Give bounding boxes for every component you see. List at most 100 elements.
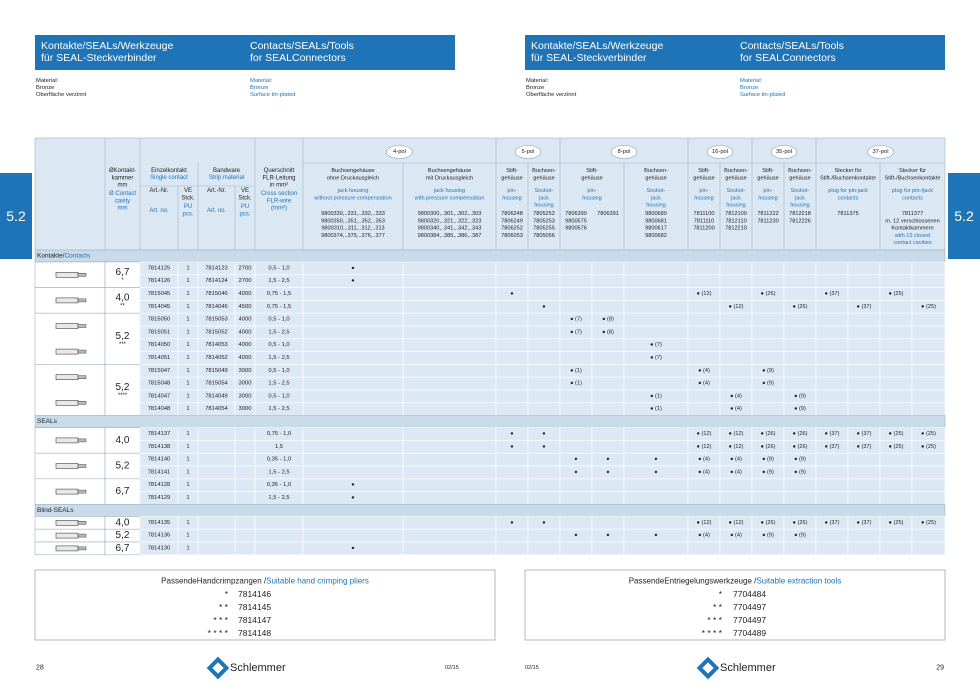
cell-text: 7814051 [148,355,171,361]
material: Material: [36,78,59,84]
cell [879,465,913,480]
cell [783,491,817,505]
cell-text: 7815047 [148,368,171,374]
column-header: plug for pin-jack [828,188,868,194]
housing-number: 7811375 [837,211,858,217]
cell-text: 0,75 - 1,0 [267,431,292,437]
cell [751,312,785,327]
cell [234,440,256,454]
cell-text: 1 [186,355,189,361]
cell [234,491,256,505]
cell [879,312,913,327]
column-header: Buchsen- [532,168,556,174]
tool-code: 7704497 [733,602,766,612]
cell-text: 7814125 [148,265,171,271]
header-title: for SEALConnectors [740,52,836,64]
fit-mark: ● [510,444,513,450]
fit-mark: ● (9) [762,381,774,387]
part-icon [77,401,87,405]
cell [911,491,946,505]
cell [911,338,946,352]
cell [751,402,785,416]
cell [591,287,625,301]
cell [402,427,497,441]
cell [815,541,849,556]
fit-mark: ● (37) [857,444,872,450]
cell [302,364,404,378]
column-header: jack [650,195,661,201]
cell [847,528,881,543]
logo [702,662,714,674]
cell [847,261,881,276]
cell-text: 4000 [239,342,252,348]
column-header: Stift- [762,168,774,174]
column-header: Strip material [209,175,244,181]
tool-title: Suitable hand crimping pliers [266,577,369,586]
cell [623,325,689,340]
fit-mark: ● (9) [794,393,806,399]
fit-mark: ● (12) [729,431,744,437]
column-header: Art. no. [149,208,169,214]
fit-mark: ● (9) [794,533,806,539]
part-icon [55,297,79,304]
cell [495,300,529,314]
fit-mark: ● (4) [730,457,742,463]
cell [402,478,497,492]
section-title: Blind-SEALs [37,507,74,514]
fit-mark: ● (37) [825,520,840,526]
cell [591,351,625,365]
fit-mark: ● (25) [921,520,936,526]
column-header: Single contact [150,175,188,181]
fit-mark: ● [542,520,545,526]
fit-mark: ● [542,304,545,310]
cell [719,478,753,492]
fit-mark: ● (25) [921,431,936,437]
cell [815,300,849,314]
cell [911,287,946,301]
fit-mark: ● [351,265,354,271]
fit-mark: ● (37) [825,291,840,297]
cell [559,541,593,556]
fit-mark: ● (37) [857,304,872,310]
cell [302,452,404,467]
housing-number: 7812218 [789,211,811,217]
cell [591,376,625,391]
cell [623,376,689,391]
cell [527,478,561,492]
cell [783,287,817,301]
cell [402,528,497,543]
cell [623,364,689,378]
cell [911,528,946,543]
pole-label: 4-pol [393,149,406,155]
fit-mark: ● [606,457,609,463]
cell [815,452,849,467]
cell [783,312,817,327]
cell-text: 0,75 - 1,5 [267,291,292,297]
housing-number: 7806391 [597,211,619,217]
fit-mark: ● (26) [793,304,808,310]
cell-text: 1 [186,291,189,297]
column-header: housing [694,195,714,201]
part-icon [55,323,79,329]
tool-box [524,569,946,641]
cell [197,478,236,492]
column-header: Socket- [727,188,746,194]
cell [402,389,497,404]
logo [212,662,224,674]
cell-text: 0,5 - 1,0 [268,368,289,374]
cell [847,402,881,416]
cell [234,478,256,492]
cell [815,338,849,352]
column-header: Stift-/Buchsenkontakte [820,175,876,181]
cell-text: 7814129 [148,495,171,501]
cell-text: 1,5 - 2,5 [268,406,289,412]
housing-number: 7806248 [501,211,523,217]
part-icon [55,519,79,526]
cell-text: 3000 [239,406,252,412]
cell [815,274,849,288]
cell [197,516,236,530]
cell [402,300,497,314]
cell [234,528,256,543]
housing-number: 7806390 [565,211,587,217]
cell-text: 7814124 [205,278,228,284]
